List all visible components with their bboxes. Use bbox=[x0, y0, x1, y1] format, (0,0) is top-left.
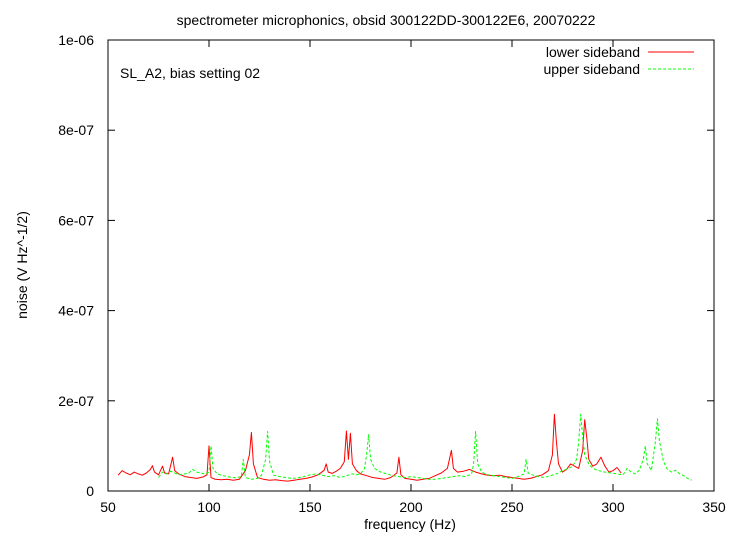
y-tick-label: 8e-07 bbox=[58, 122, 94, 138]
chart-title: spectrometer microphonics, obsid 300122D… bbox=[177, 12, 596, 28]
legend: lower sideband upper sideband bbox=[543, 44, 694, 77]
series-line-upper-sideband bbox=[158, 413, 693, 481]
y-tick-label: 0 bbox=[86, 483, 94, 499]
x-tick-label: 200 bbox=[399, 499, 423, 515]
series-layer bbox=[117, 413, 693, 482]
plot-border bbox=[107, 39, 715, 492]
x-tick-label: 300 bbox=[601, 499, 625, 515]
series-line-lower-sideband bbox=[117, 413, 622, 482]
y-tick-label: 6e-07 bbox=[58, 212, 94, 228]
x-tick-label: 50 bbox=[100, 499, 116, 515]
x-tick-label: 250 bbox=[500, 499, 524, 515]
plot-frame bbox=[107, 39, 715, 492]
y-tick-label: 4e-07 bbox=[58, 303, 94, 319]
y-axis-label: noise (V Hz^-1/2) bbox=[14, 211, 30, 319]
axis-ticks: 50 100 150 200 250 300 350 0 2e-07 4e-07 6e-07 8e-0… bbox=[58, 32, 726, 515]
x-tick-label: 100 bbox=[197, 499, 221, 515]
x-axis-label: frequency (Hz) bbox=[364, 516, 456, 532]
x-tick-label: 150 bbox=[298, 499, 322, 515]
x-tick-label: 350 bbox=[702, 499, 726, 515]
y-tick-label: 2e-07 bbox=[58, 393, 94, 409]
legend-label-upper-sideband: upper sideband bbox=[543, 61, 640, 77]
y-tick-label: 1e-06 bbox=[58, 32, 94, 48]
chart-annotation: SL_A2, bias setting 02 bbox=[120, 65, 260, 81]
legend-label-lower-sideband: lower sideband bbox=[546, 44, 640, 60]
